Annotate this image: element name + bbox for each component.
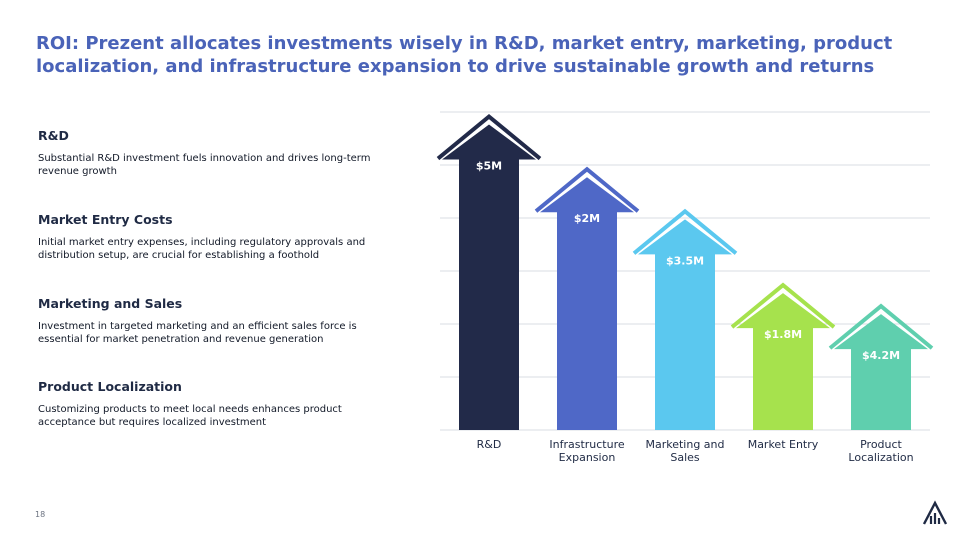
bar-arrow xyxy=(638,219,732,430)
page-number: 18 xyxy=(35,510,46,519)
bar-arrow-chevron xyxy=(828,303,934,350)
section-text: Customizing products to meet local needs… xyxy=(38,404,342,428)
data-label: $1.8M xyxy=(764,328,802,341)
bar-arrow-chevron xyxy=(632,208,738,255)
bar-arrow xyxy=(834,314,928,430)
section-marketing-sales: Marketing and Sales Investment in target… xyxy=(38,296,383,346)
category-label: Marketing and Sales xyxy=(645,438,724,464)
section-market-entry: Market Entry Costs Initial market entry … xyxy=(38,212,383,262)
category-label: Product Localization xyxy=(848,438,913,464)
bar-arrow-chevron xyxy=(436,113,542,161)
investment-arrow-chart: $5M R&D $2M Infrastructure Expansion $3.5M Mar… xyxy=(436,111,934,464)
section-text: Investment in targeted marketing and an … xyxy=(38,321,357,345)
prezent-logo-icon xyxy=(922,500,948,525)
bar-arrow-chevron xyxy=(730,282,836,329)
category-label: Infrastructure Expansion xyxy=(549,438,625,464)
bar-arrow-chevron xyxy=(534,166,640,213)
data-label: $4.2M xyxy=(862,349,900,362)
section-heading: Product Localization xyxy=(38,379,182,394)
section-text: Initial market entry expenses, including… xyxy=(38,237,366,261)
bar-arrow xyxy=(442,124,536,431)
data-label: $3.5M xyxy=(666,254,704,267)
bar-arrow xyxy=(540,177,634,430)
section-rd: R&D Substantial R&D investment fuels inn… xyxy=(38,128,383,178)
data-label: $5M xyxy=(476,160,502,173)
bar-arrow xyxy=(736,293,830,430)
category-label: R&D xyxy=(477,438,502,451)
section-product-localization: Product Localization Customizing product… xyxy=(38,379,383,429)
section-text: Substantial R&D investment fuels innovat… xyxy=(38,153,371,177)
section-heading: Market Entry Costs xyxy=(38,212,173,227)
section-heading: Marketing and Sales xyxy=(38,296,183,311)
data-label: $2M xyxy=(574,212,600,225)
section-heading: R&D xyxy=(38,128,69,143)
slide-title: ROI: Prezent allocates investments wisel… xyxy=(36,33,893,77)
category-label: Market Entry xyxy=(748,438,819,451)
